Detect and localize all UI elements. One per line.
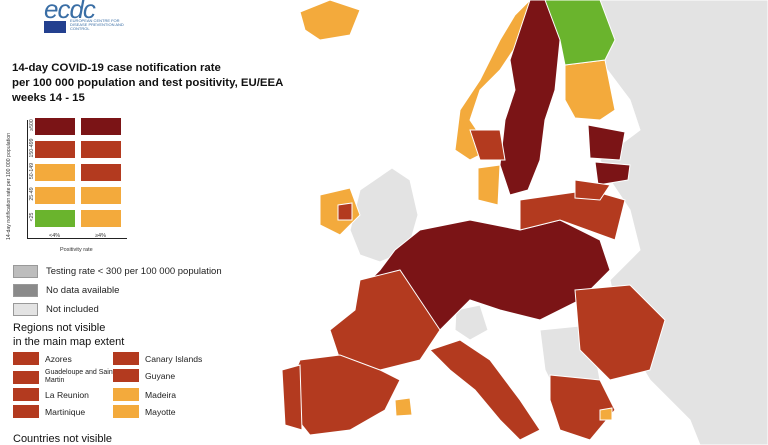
estonia-region [587, 124, 626, 161]
region-swatch [13, 370, 39, 384]
region-martinique: Martinique [13, 405, 85, 418]
matrix-cell [34, 209, 76, 228]
region-label: La Reunion [45, 389, 89, 400]
matrix-cell [34, 117, 76, 136]
legend-panel: ecdc EUROPEAN CENTRE FOR DISEASE PREVENT… [0, 0, 300, 445]
italy-region [429, 339, 541, 441]
title-line-2: per 100 000 population and test positivi… [12, 77, 284, 89]
region-swatch [13, 352, 39, 365]
regions-title: Regions not visible in the main map exte… [13, 321, 213, 349]
greece-region [549, 374, 616, 441]
portugal-region [281, 364, 303, 431]
legend-label: No data available [46, 285, 120, 296]
matrix-row-label: 150-499 [29, 138, 35, 158]
matrix-row-label: <25 [29, 212, 35, 222]
matrix-row-label: ≥500 [29, 119, 35, 131]
matrix-col-label: ≥4% [95, 233, 106, 239]
latvia-region [594, 161, 631, 186]
romania-region [574, 284, 666, 381]
matrix-x-axis-title: Positivity rate [60, 247, 93, 253]
france-south-region [329, 269, 441, 371]
region-swatch [13, 405, 39, 418]
regions-title-line-1: Regions not visible [13, 322, 106, 334]
matrix-row-label: 25-49 [29, 187, 35, 201]
x-axis-arrow [27, 238, 127, 239]
matrix-y-axis-title: 14-day notification rate per 100 000 pop… [6, 133, 12, 240]
matrix-cell [34, 140, 76, 159]
region-swatch [113, 369, 139, 382]
matrix-cell [80, 117, 122, 136]
region-swatch [113, 388, 139, 401]
title-line-3: weeks 14 - 15 [12, 92, 85, 104]
map-title: 14-day COVID-19 case notification rate p… [12, 61, 312, 106]
region-madeira: Madeira [113, 388, 176, 401]
legend-no-data: No data available [13, 284, 119, 297]
ecdc-logo: ecdc EUROPEAN CENTRE FOR DISEASE PREVENT… [8, 0, 124, 36]
region-label: Martinique [45, 406, 86, 417]
sweden-region [499, 0, 561, 196]
region-label: Azores [45, 353, 72, 364]
iceland-region [299, 0, 361, 41]
legend-label: Not included [46, 304, 99, 315]
region-swatch [113, 352, 139, 365]
matrix-cell [34, 163, 76, 182]
legend-not-included: Not included [13, 303, 99, 316]
region-swatch [113, 405, 139, 418]
dublin-region [337, 202, 353, 221]
matrix-cell [80, 209, 122, 228]
region-mayotte: Mayotte [113, 405, 176, 418]
matrix-col-label: <4% [49, 233, 61, 239]
logo-text: ecdc [44, 0, 96, 24]
norway-south-red-region [469, 129, 506, 161]
region-label: Mayotte [145, 406, 176, 417]
logo-subtitle: EUROPEAN CENTRE FOR DISEASE PREVENTION A… [70, 18, 124, 31]
matrix-cell [34, 186, 76, 205]
matrix-cell [80, 140, 122, 159]
matrix-cell [80, 163, 122, 182]
region-label: Canary Islands [145, 353, 203, 364]
matrix-row-label: 50-149 [29, 162, 35, 180]
region-label: Guyane [145, 370, 176, 381]
y-axis-arrow [27, 120, 28, 238]
region-guadeloupe: Guadeloupe and Saint Martin [13, 369, 115, 385]
title-line-1: 14-day COVID-19 case notification rate [12, 62, 221, 74]
region-label: Guadeloupe and Saint Martin [45, 369, 115, 384]
legend-swatch [13, 303, 38, 316]
greek-island-region [599, 407, 613, 421]
legend-testing-rate: Testing rate < 300 per 100 000 populatio… [13, 265, 222, 278]
region-canary-islands: Canary Islands [113, 352, 202, 365]
matrix-cell [80, 186, 122, 205]
denmark-region [477, 164, 501, 206]
legend-swatch [13, 284, 38, 297]
region-la-reunion: La Reunion [13, 388, 89, 401]
eu-flag-icon [44, 21, 66, 33]
lithuania-region [574, 179, 611, 201]
region-azores: Azores [13, 352, 72, 365]
regions-title-line-2: in the main map extent [13, 336, 125, 348]
balearic-region [394, 397, 413, 417]
region-guyane: Guyane [113, 369, 175, 382]
countries-not-visible-title: Countries not visible [13, 433, 113, 445]
legend-label: Testing rate < 300 per 100 000 populatio… [46, 266, 222, 277]
matrix-grid [34, 117, 124, 229]
region-swatch [13, 388, 39, 401]
legend-swatch [13, 265, 38, 278]
region-label: Madeira [145, 389, 177, 400]
